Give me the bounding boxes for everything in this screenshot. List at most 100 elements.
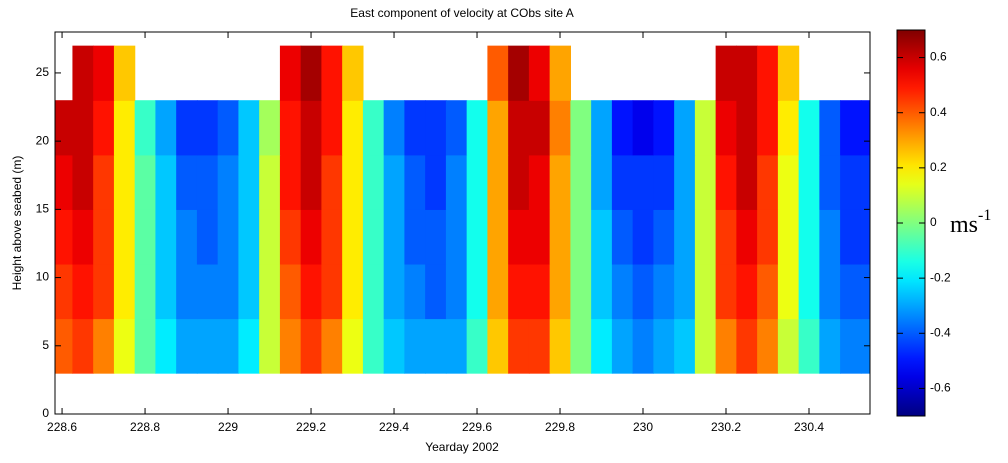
colorbar-tick-label: 0.2 [930, 160, 947, 174]
heatmap-cell [757, 318, 779, 374]
heatmap-cell [860, 209, 870, 265]
heatmap-cell [777, 318, 800, 374]
heatmap-cell [736, 100, 758, 156]
heatmap-cell [860, 154, 870, 210]
heatmap-cell [404, 100, 426, 156]
heatmap-cell [591, 209, 613, 265]
heatmap-cell [362, 263, 385, 320]
heatmap-cell [176, 209, 198, 265]
y-tick-label: 25 [36, 65, 50, 79]
heatmap-cell [342, 318, 364, 374]
heatmap-cell [840, 154, 862, 210]
heatmap-cell [466, 100, 488, 156]
x-axis-label: Yearday 2002 [425, 440, 499, 454]
heatmap-cell [300, 100, 323, 156]
heatmap-cell [653, 100, 675, 156]
heatmap-cell [93, 100, 115, 156]
heatmap-cell [736, 209, 758, 265]
heatmap-cell [259, 318, 281, 374]
heatmap-cell [570, 318, 592, 374]
heatmap-cell [176, 318, 198, 374]
x-tick-label: 230 [633, 420, 653, 434]
heatmap-cell [404, 209, 426, 265]
heatmap-cell [528, 209, 551, 265]
heatmap-cell [777, 100, 800, 156]
heatmap-cell [72, 100, 94, 156]
heatmap-cell [300, 318, 323, 374]
heatmap-cell [404, 318, 426, 374]
heatmap-cell [259, 154, 281, 210]
heatmap-cell [445, 263, 468, 320]
heatmap-cell [653, 209, 675, 265]
heatmap-cell [383, 263, 406, 320]
heatmap-cell [176, 154, 198, 210]
heatmap-cell [113, 45, 136, 101]
heatmap-cell [508, 154, 530, 210]
heatmap-cell [632, 209, 654, 265]
heatmap-cell [217, 318, 240, 374]
heatmap-cell [72, 154, 94, 210]
heatmap-cell [757, 100, 779, 156]
heatmap-cell [342, 154, 364, 210]
heatmap-cell [383, 154, 406, 210]
heatmap-cell [819, 209, 841, 265]
heatmap-cell [736, 154, 758, 210]
heatmap-cell [445, 154, 468, 210]
heatmap-cell [383, 209, 406, 265]
heatmap-cell [425, 209, 447, 265]
heatmap-cell [259, 263, 281, 320]
heatmap-cell [591, 154, 613, 210]
heatmap-cell [549, 209, 571, 265]
heatmap-cell [819, 263, 841, 320]
heatmap-cell [508, 318, 530, 374]
heatmap-cell [383, 318, 406, 374]
heatmap-cell [196, 100, 219, 156]
heatmap-cell [176, 100, 198, 156]
heatmap-cell [134, 100, 157, 156]
heatmap-cell [300, 209, 323, 265]
heatmap-cell [72, 263, 94, 320]
heatmap-cell [715, 154, 737, 210]
x-tick-label: 228.8 [130, 420, 160, 434]
heatmap-cell [487, 263, 509, 320]
y-tick-label: 20 [36, 133, 50, 147]
heatmap-cell [528, 100, 551, 156]
heatmap-cell [736, 263, 758, 320]
heatmap-cell [632, 263, 654, 320]
heatmap-cell [840, 209, 862, 265]
heatmap-cell [777, 45, 800, 101]
heatmap-cell [362, 154, 385, 210]
heatmap-cell [55, 318, 74, 374]
heatmap-cell [840, 263, 862, 320]
heatmap-cell [217, 263, 240, 320]
heatmap-cell [55, 154, 74, 210]
heatmap-cell [466, 209, 488, 265]
heatmap-cell [321, 45, 343, 101]
heatmap-cell [798, 154, 820, 210]
colorbar-tick-label: 0.4 [930, 105, 947, 119]
heatmap-cell [113, 318, 136, 374]
heatmap-cell [113, 154, 136, 210]
heatmap-cell [155, 154, 177, 210]
heatmap-cell [694, 100, 717, 156]
heatmap-cell [798, 318, 820, 374]
heatmap-cell [342, 263, 364, 320]
heatmap-cell [528, 154, 551, 210]
heatmap-cell [549, 318, 571, 374]
heatmap-cell [736, 45, 758, 101]
heatmap-cell [342, 100, 364, 156]
heatmap-cell [93, 318, 115, 374]
heatmap-cell [72, 45, 94, 101]
heatmap-cell [819, 100, 841, 156]
heatmap-cell [798, 100, 820, 156]
heatmap-cell [549, 263, 571, 320]
heatmap-cell [694, 263, 717, 320]
heatmap-cell [860, 100, 870, 156]
heatmap-cell [528, 263, 551, 320]
heatmap-cell [300, 263, 323, 320]
heatmap-cell [425, 154, 447, 210]
heatmap-cell [611, 263, 634, 320]
heatmap-cell [321, 263, 343, 320]
heatmap-cell [570, 154, 592, 210]
